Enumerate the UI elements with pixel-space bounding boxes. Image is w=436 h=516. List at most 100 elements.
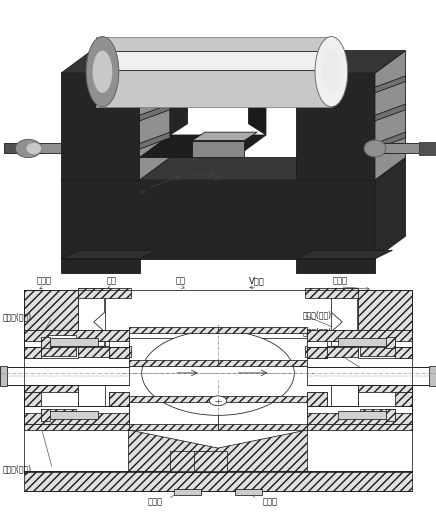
Text: 左螺杆(右旋): 左螺杆(右旋) xyxy=(2,464,31,473)
Bar xyxy=(24,291,78,336)
Text: 右螺套(左旋): 右螺套(左旋) xyxy=(303,310,332,319)
Polygon shape xyxy=(296,250,392,259)
Polygon shape xyxy=(249,56,266,135)
Polygon shape xyxy=(395,392,412,406)
Bar xyxy=(24,330,129,336)
Bar xyxy=(0,367,129,385)
Polygon shape xyxy=(296,73,375,180)
Bar xyxy=(129,338,218,366)
Bar xyxy=(305,288,358,298)
Polygon shape xyxy=(129,430,307,472)
Circle shape xyxy=(142,330,294,415)
Polygon shape xyxy=(61,259,140,273)
Polygon shape xyxy=(61,73,140,180)
Polygon shape xyxy=(17,143,61,153)
Text: 左螺套(右旋): 左螺套(右旋) xyxy=(2,313,31,321)
Bar xyxy=(174,489,201,495)
Text: 中心座: 中心座 xyxy=(263,497,278,506)
Bar xyxy=(24,384,78,424)
Polygon shape xyxy=(375,132,405,149)
Polygon shape xyxy=(0,366,7,386)
Polygon shape xyxy=(375,51,405,180)
Bar xyxy=(331,384,358,422)
Text: 左钳口: 左钳口 xyxy=(36,276,51,285)
Text: 右螺杆(左旋): 右螺杆(左旋) xyxy=(303,327,332,336)
Polygon shape xyxy=(140,104,170,121)
Ellipse shape xyxy=(322,49,341,94)
Polygon shape xyxy=(78,291,105,346)
Bar xyxy=(307,330,412,336)
Polygon shape xyxy=(41,343,76,356)
Bar xyxy=(78,288,131,298)
Ellipse shape xyxy=(86,37,119,107)
Polygon shape xyxy=(170,56,187,135)
Polygon shape xyxy=(307,392,412,424)
Bar xyxy=(358,291,412,336)
Polygon shape xyxy=(192,132,257,141)
Text: yC: yC xyxy=(214,176,222,181)
Polygon shape xyxy=(4,143,17,153)
Polygon shape xyxy=(296,259,375,273)
Text: 夹具体: 夹具体 xyxy=(147,497,162,506)
Polygon shape xyxy=(331,291,358,346)
Bar xyxy=(129,424,218,430)
Bar xyxy=(338,411,395,418)
Bar xyxy=(338,338,395,346)
Polygon shape xyxy=(375,157,405,259)
Ellipse shape xyxy=(15,139,41,157)
Polygon shape xyxy=(24,347,41,358)
Polygon shape xyxy=(109,347,129,358)
Polygon shape xyxy=(96,37,331,107)
Polygon shape xyxy=(140,132,170,149)
Polygon shape xyxy=(24,392,129,424)
Bar xyxy=(305,346,358,357)
Bar xyxy=(307,424,412,430)
Bar xyxy=(24,424,129,430)
Bar xyxy=(78,384,105,422)
Bar xyxy=(129,396,218,402)
Polygon shape xyxy=(24,413,129,424)
Polygon shape xyxy=(61,180,375,259)
Polygon shape xyxy=(140,76,170,93)
Ellipse shape xyxy=(364,140,386,157)
Circle shape xyxy=(209,396,227,406)
Polygon shape xyxy=(41,409,50,421)
Polygon shape xyxy=(360,409,395,422)
Bar xyxy=(129,360,218,366)
Polygon shape xyxy=(61,250,157,259)
Text: 垫铁: 垫铁 xyxy=(106,276,116,285)
Bar xyxy=(307,367,436,385)
Text: V形铁: V形铁 xyxy=(249,276,265,285)
Polygon shape xyxy=(307,392,327,406)
Bar xyxy=(129,399,218,426)
Bar xyxy=(358,384,412,424)
Ellipse shape xyxy=(26,143,42,154)
Bar xyxy=(41,411,98,418)
Polygon shape xyxy=(296,51,405,73)
Ellipse shape xyxy=(92,51,112,93)
Text: 工件: 工件 xyxy=(176,276,186,285)
Polygon shape xyxy=(24,392,41,406)
Bar xyxy=(218,396,307,402)
Bar xyxy=(48,335,76,346)
Polygon shape xyxy=(307,330,412,358)
Polygon shape xyxy=(24,330,129,342)
Polygon shape xyxy=(192,141,244,157)
Bar xyxy=(41,338,98,346)
Bar xyxy=(331,288,358,346)
Polygon shape xyxy=(140,135,266,157)
Bar xyxy=(218,424,307,430)
Text: xC: xC xyxy=(140,190,148,195)
Polygon shape xyxy=(41,336,50,348)
Bar xyxy=(218,338,307,366)
Polygon shape xyxy=(375,104,405,121)
Polygon shape xyxy=(360,343,395,356)
Polygon shape xyxy=(395,347,412,358)
Bar xyxy=(218,360,307,366)
Polygon shape xyxy=(386,409,395,421)
Polygon shape xyxy=(307,413,412,424)
Bar xyxy=(170,450,203,472)
Polygon shape xyxy=(307,330,412,342)
Bar xyxy=(129,327,218,333)
Bar xyxy=(78,346,131,357)
